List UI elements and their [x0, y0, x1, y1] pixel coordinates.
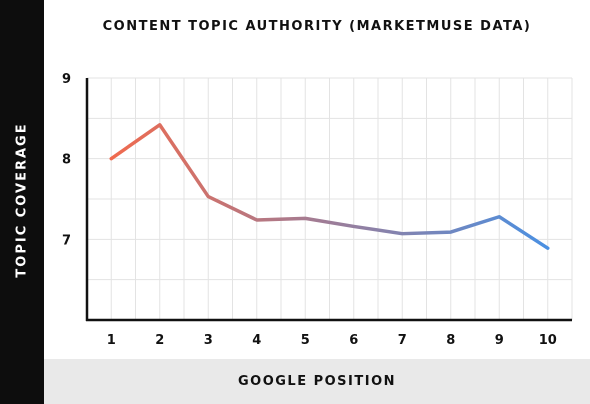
x-tick-label: 4 [252, 333, 261, 348]
x-axis-band: GOOGLE POSITION [44, 359, 590, 404]
chart-title: CONTENT TOPIC AUTHORITY (MARKETMUSE DATA… [102, 19, 532, 34]
y-tick-label: 8 [62, 153, 71, 168]
series [109, 123, 550, 250]
y-axis-band: TOPIC COVERAGE [0, 0, 44, 404]
x-axis-label: GOOGLE POSITION [237, 374, 397, 389]
tick-labels: 7 8 9 1 2 3 4 5 6 7 8 9 10 [62, 72, 557, 348]
axes [85, 78, 572, 322]
series-line [109, 123, 550, 250]
x-tick-label: 7 [398, 333, 407, 348]
x-tick-label: 2 [155, 333, 164, 348]
x-tick-label: 5 [301, 333, 310, 348]
x-tick-label: 8 [446, 333, 455, 348]
y-tick-label: 7 [62, 233, 71, 248]
x-tick-label: 3 [204, 333, 213, 348]
x-tick-label: 10 [539, 333, 557, 348]
x-tick-label: 1 [107, 333, 116, 348]
x-tick-label: 9 [495, 333, 504, 348]
y-tick-label: 9 [62, 72, 71, 87]
x-tick-label: 6 [349, 333, 358, 348]
grid [87, 77, 573, 320]
